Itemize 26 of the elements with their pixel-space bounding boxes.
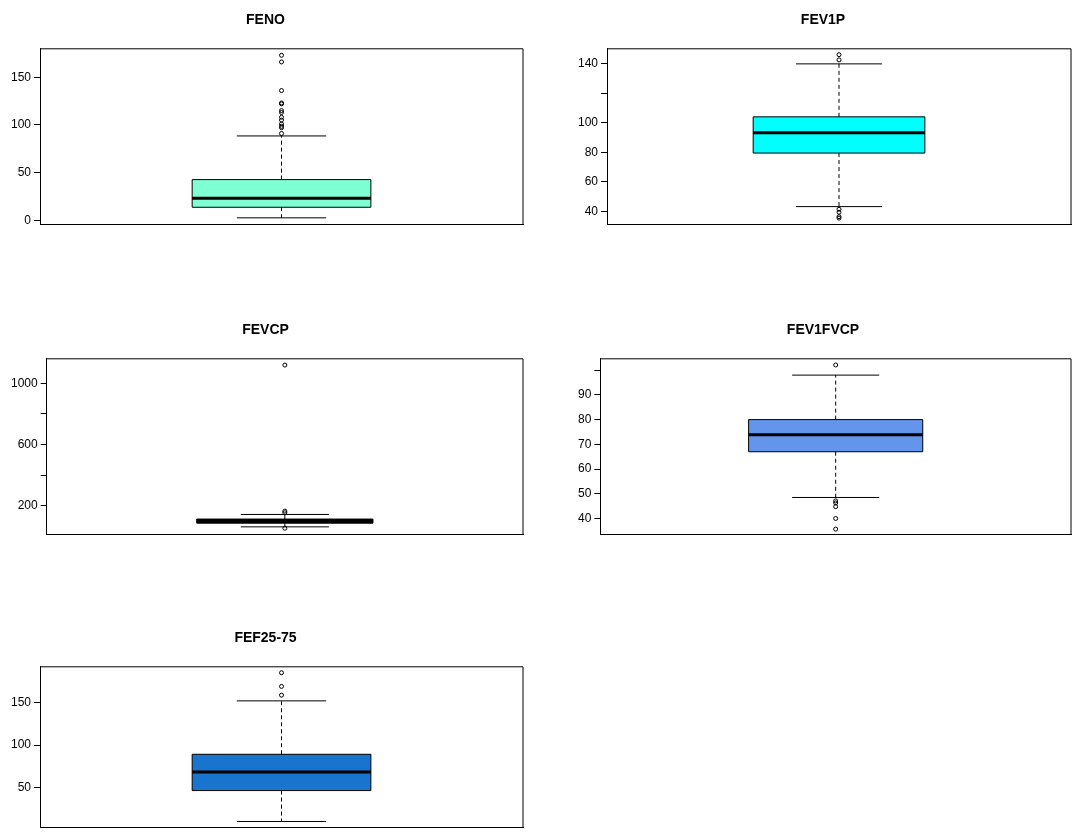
y-tick-label: 70 bbox=[577, 436, 592, 451]
y-tick-label: 100 bbox=[577, 115, 599, 130]
y-tick-label: 90 bbox=[577, 387, 592, 402]
y-tick-label: 60 bbox=[577, 461, 592, 476]
y-tick-label: 50 bbox=[17, 164, 32, 179]
y-tick-label: 50 bbox=[17, 780, 32, 795]
y-tick-label: 0 bbox=[24, 212, 32, 227]
y-tick-label: 80 bbox=[577, 411, 592, 426]
y-tick-label: 150 bbox=[10, 694, 32, 709]
chart-title: FEVCP bbox=[242, 321, 289, 338]
chart-title: FENO bbox=[246, 11, 286, 28]
y-tick-label: 80 bbox=[584, 144, 599, 159]
y-tick-label: 100 bbox=[10, 737, 32, 752]
y-tick-label: 600 bbox=[17, 436, 39, 451]
y-tick-label: 140 bbox=[577, 55, 599, 70]
y-tick-label: 1000 bbox=[10, 375, 39, 390]
chart-title: FEV1FVCP bbox=[786, 321, 860, 338]
chart-title: FEV1P bbox=[800, 11, 846, 28]
y-tick-label: 40 bbox=[577, 510, 592, 525]
y-tick-label: 150 bbox=[10, 69, 32, 84]
y-tick-label: 40 bbox=[584, 203, 599, 218]
y-tick-label: 50 bbox=[577, 486, 592, 501]
chart-title: FEF25-75 bbox=[234, 629, 297, 646]
y-tick-label: 200 bbox=[17, 497, 39, 512]
y-tick-label: 60 bbox=[584, 174, 599, 189]
y-tick-label: 100 bbox=[10, 117, 32, 132]
